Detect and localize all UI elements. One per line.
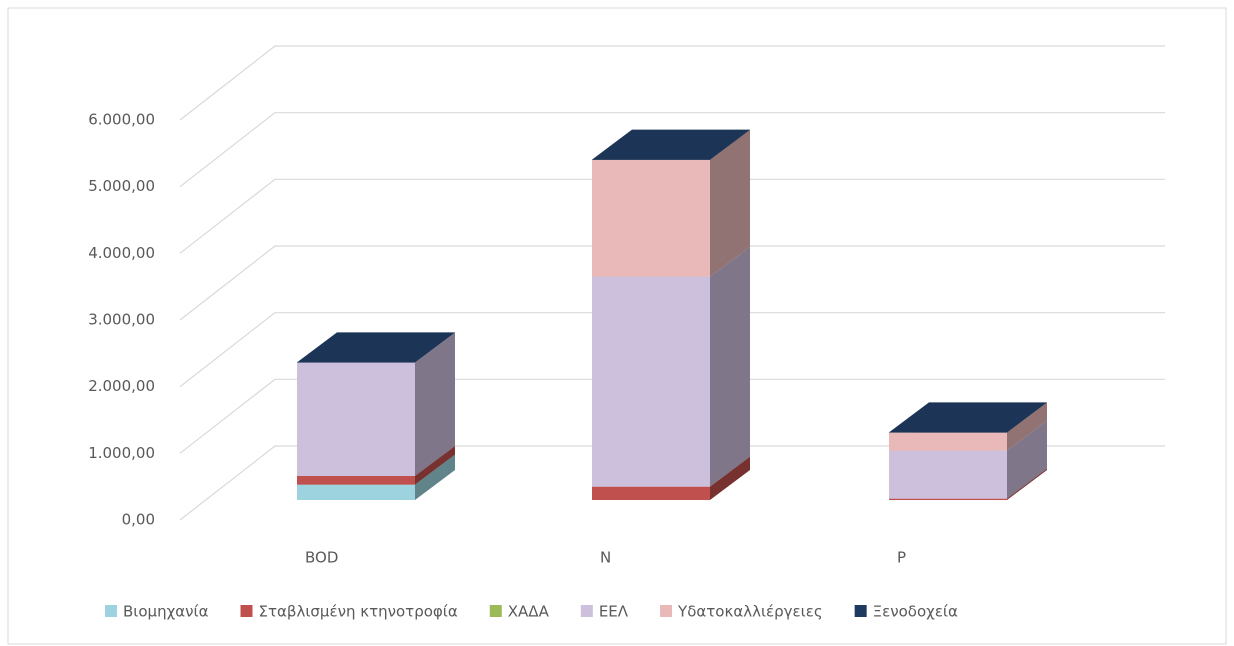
bar-front: [297, 484, 415, 500]
legend-label: ΕΕΛ: [599, 603, 629, 621]
bar-side: [415, 446, 455, 485]
y-tick-label: 4.000,00: [88, 244, 155, 262]
bar-top: [889, 402, 1047, 433]
legend-label: Ξενοδοχεία: [873, 603, 958, 621]
legend-label: ΧΑΔΑ: [508, 603, 550, 621]
bar-side: [710, 130, 750, 277]
grid-line: [179, 45, 1165, 121]
bar-front: [592, 276, 710, 487]
y-tick-label: 2.000,00: [88, 377, 155, 395]
legend-swatch: [580, 605, 593, 617]
legend-label: Υδατοκαλλιέργειες: [677, 603, 823, 621]
bar-side: [1007, 468, 1047, 500]
y-tick-label: 1.000,00: [88, 444, 155, 462]
bar-side: [415, 332, 455, 476]
bar-side: [1007, 402, 1047, 451]
bar-side: [710, 246, 750, 487]
legend-swatch: [240, 605, 253, 617]
bar-front: [592, 486, 710, 500]
y-tick-label: 6.000,00: [88, 111, 155, 129]
grid-line: [179, 378, 1165, 454]
x-tick-label: P: [897, 549, 906, 567]
bar-front: [592, 160, 710, 277]
bar-front: [889, 498, 1007, 500]
bar-top: [592, 129, 750, 160]
bar-side: [1007, 420, 1047, 499]
x-tick-label: BOD: [305, 549, 338, 567]
bar-side: [415, 454, 455, 500]
bar-front: [297, 476, 415, 485]
grid-line: [179, 312, 1165, 388]
x-tick-label: N: [600, 549, 611, 567]
bar-top: [297, 332, 455, 363]
legend-label: Βιομηχανία: [123, 603, 209, 621]
bar-front: [889, 432, 1007, 451]
y-tick-label: 5.000,00: [88, 177, 155, 195]
bar-side: [710, 129, 750, 160]
legend-swatch: [489, 605, 502, 617]
legend-swatch: [660, 605, 673, 617]
legend-label: Σταβλισμένη κτηνοτροφία: [259, 603, 458, 621]
grid-line: [179, 112, 1165, 188]
bar-side: [415, 332, 455, 363]
bar-front: [889, 450, 1007, 499]
bar-side: [1007, 402, 1047, 433]
y-tick-label: 0,00: [122, 511, 155, 529]
legend-swatch: [105, 605, 117, 617]
legend-swatch: [854, 605, 867, 617]
grid-line: [179, 445, 1165, 521]
grid-line: [179, 178, 1165, 254]
bar-side: [710, 456, 750, 500]
y-tick-label: 3.000,00: [88, 311, 155, 329]
grid-line: [179, 245, 1165, 321]
bar-front: [297, 362, 415, 476]
